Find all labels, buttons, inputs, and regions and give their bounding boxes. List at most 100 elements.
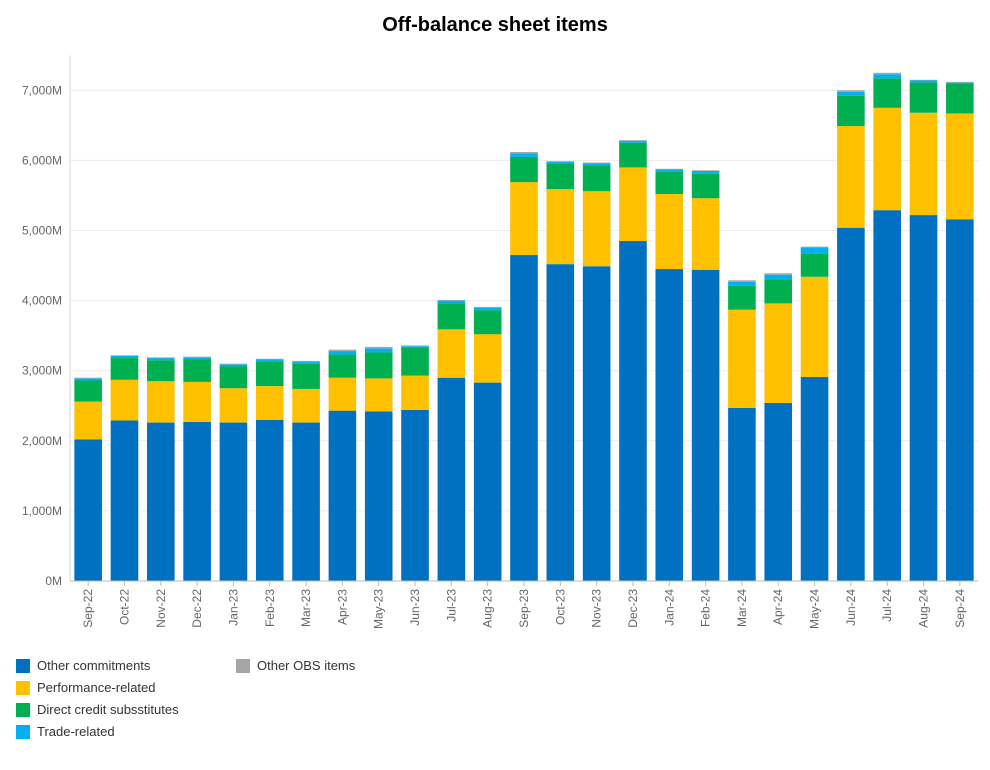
x-tick-label: Jun-23 bbox=[408, 589, 422, 626]
bar-segment-other-obs-items bbox=[909, 79, 938, 81]
bar-segment-performance-related bbox=[219, 388, 248, 423]
x-tick-label: Nov-22 bbox=[154, 589, 168, 628]
bar-segment-direct-credit-subsstitutes bbox=[146, 360, 175, 382]
bar-segment-direct-credit-subsstitutes bbox=[873, 78, 902, 108]
bar-segment-performance-related bbox=[764, 303, 793, 403]
bar-segment-other-commitments bbox=[292, 422, 320, 581]
bar-segment-trade-related bbox=[546, 161, 575, 164]
bar-segment-trade-related bbox=[800, 247, 829, 254]
bar-segment-performance-related bbox=[619, 167, 647, 242]
bar-segment-trade-related bbox=[946, 82, 974, 84]
bar-segment-direct-credit-subsstitutes bbox=[582, 166, 611, 192]
x-tick-label: Jul-24 bbox=[880, 589, 894, 622]
legend-swatch bbox=[16, 658, 30, 673]
bar-segment-other-obs-items bbox=[764, 273, 793, 275]
bar-segment-direct-credit-subsstitutes bbox=[437, 303, 466, 330]
bar-segment-trade-related bbox=[655, 169, 684, 172]
bar-segment-performance-related bbox=[909, 112, 938, 216]
y-tick-label: 3,000M bbox=[22, 364, 62, 378]
bar-segment-performance-related bbox=[183, 381, 211, 422]
x-tick-label: Aug-24 bbox=[917, 589, 931, 628]
bar-segment-direct-credit-subsstitutes bbox=[292, 363, 320, 389]
bar-segment-other-obs-items bbox=[873, 72, 902, 75]
bar-segment-trade-related bbox=[582, 163, 611, 167]
bar-segment-other-obs-items bbox=[691, 170, 720, 171]
bar-segment-other-obs-items bbox=[219, 363, 248, 365]
x-tick-label: Mar-24 bbox=[735, 589, 749, 627]
legend: Other commitments Performance-related Dire… bbox=[16, 658, 536, 758]
bar-segment-other-obs-items bbox=[74, 377, 102, 379]
bar-segment-other-commitments bbox=[364, 411, 393, 581]
bar-segment-performance-related bbox=[946, 113, 974, 220]
bar-segment-performance-related bbox=[582, 191, 611, 267]
x-tick-label: Feb-24 bbox=[699, 589, 713, 627]
legend-swatch bbox=[16, 702, 30, 717]
bar-segment-other-commitments bbox=[800, 377, 829, 581]
bar-segment-other-commitments bbox=[582, 266, 611, 581]
x-tick-label: May-24 bbox=[808, 589, 822, 629]
bar-segment-trade-related bbox=[728, 281, 756, 286]
bar-segment-other-obs-items bbox=[328, 349, 357, 352]
bar-segment-other-commitments bbox=[764, 402, 793, 581]
bar-segment-direct-credit-subsstitutes bbox=[74, 380, 102, 402]
bar-segment-trade-related bbox=[219, 364, 248, 367]
x-tick-label: Sep-24 bbox=[953, 589, 967, 628]
bar-segment-other-obs-items bbox=[364, 346, 393, 349]
bar-segment-performance-related bbox=[728, 309, 756, 408]
bar-segment-other-commitments bbox=[946, 219, 974, 581]
bar-segment-other-obs-items bbox=[146, 357, 175, 359]
bar-segment-other-commitments bbox=[146, 422, 175, 581]
x-tick-label: Dec-22 bbox=[190, 589, 204, 628]
bar-segment-direct-credit-subsstitutes bbox=[728, 285, 756, 310]
bar-segment-performance-related bbox=[292, 388, 320, 423]
y-tick-label: 7,000M bbox=[22, 83, 62, 97]
x-tick-label: Aug-23 bbox=[481, 589, 495, 628]
bar-segment-trade-related bbox=[691, 170, 720, 174]
bar-segment-direct-credit-subsstitutes bbox=[473, 310, 502, 335]
bar-segment-other-obs-items bbox=[110, 355, 139, 356]
x-tick-label: Jun-24 bbox=[844, 589, 858, 626]
bar-segment-other-commitments bbox=[437, 377, 466, 581]
bar-segment-other-commitments bbox=[110, 420, 139, 581]
bar-segment-other-commitments bbox=[219, 422, 248, 581]
bar-segment-performance-related bbox=[837, 126, 865, 228]
bar-segment-other-commitments bbox=[837, 227, 865, 582]
legend-label: Performance-related bbox=[37, 680, 156, 695]
bar-segment-other-obs-items bbox=[546, 161, 575, 162]
bar-segment-direct-credit-subsstitutes bbox=[401, 347, 429, 376]
bar-segment-trade-related bbox=[146, 358, 175, 361]
bar-segment-other-obs-items bbox=[619, 140, 647, 141]
bar-segment-direct-credit-subsstitutes bbox=[655, 171, 684, 195]
bar-segment-other-obs-items bbox=[255, 358, 284, 360]
bar-segment-other-obs-items bbox=[582, 162, 611, 164]
bar-segment-direct-credit-subsstitutes bbox=[546, 163, 575, 190]
x-tick-label: Dec-23 bbox=[626, 589, 640, 628]
bar-segment-other-commitments bbox=[728, 407, 756, 581]
bar-segment-other-commitments bbox=[619, 241, 647, 581]
bar-segment-direct-credit-subsstitutes bbox=[219, 366, 248, 389]
x-tick-label: Apr-24 bbox=[771, 589, 785, 625]
y-tick-label: 4,000M bbox=[22, 294, 62, 308]
legend-item: Trade-related bbox=[16, 724, 115, 739]
bar-segment-direct-credit-subsstitutes bbox=[946, 83, 974, 114]
bar-segment-performance-related bbox=[546, 189, 575, 265]
bar-segment-other-obs-items bbox=[728, 280, 756, 282]
bar-segment-other-obs-items bbox=[183, 356, 211, 358]
x-tick-label: Apr-23 bbox=[335, 589, 349, 625]
bar-segment-direct-credit-subsstitutes bbox=[909, 82, 938, 113]
legend-label: Direct credit subsstitutes bbox=[37, 702, 179, 717]
bar-segment-other-obs-items bbox=[655, 168, 684, 170]
x-tick-label: Sep-22 bbox=[81, 589, 95, 628]
x-tick-label: Jan-24 bbox=[662, 589, 676, 626]
bar-segment-trade-related bbox=[74, 378, 102, 381]
bar-segment-trade-related bbox=[110, 355, 139, 359]
bar-segment-other-commitments bbox=[691, 269, 720, 581]
y-tick-label: 2,000M bbox=[22, 434, 62, 448]
bar-segment-direct-credit-subsstitutes bbox=[764, 279, 793, 304]
bar-segment-performance-related bbox=[473, 334, 502, 383]
legend-label: Other commitments bbox=[37, 658, 151, 673]
bar-segment-other-obs-items bbox=[946, 81, 974, 83]
chart-title: Off-balance sheet items bbox=[382, 14, 608, 36]
bar-segment-other-commitments bbox=[74, 439, 102, 581]
bar-segment-other-obs-items bbox=[473, 306, 502, 308]
